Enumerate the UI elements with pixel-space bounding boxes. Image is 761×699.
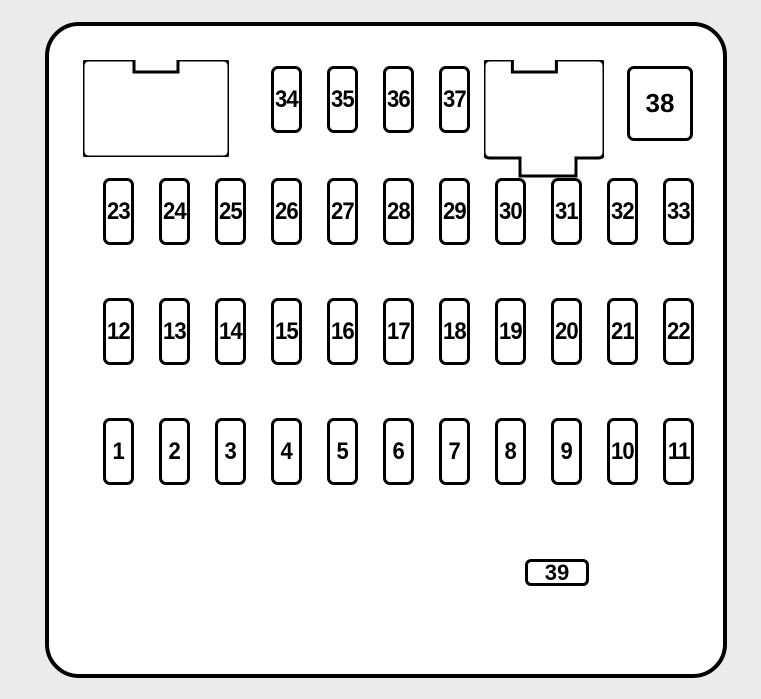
fuse-12: 12 bbox=[103, 298, 134, 365]
fuse-5: 5 bbox=[327, 418, 358, 485]
fuse-3: 3 bbox=[215, 418, 246, 485]
fuse-11: 11 bbox=[663, 418, 694, 485]
fuse-17: 17 bbox=[383, 298, 414, 365]
fuse-label: 24 bbox=[163, 198, 186, 226]
fuse-label: 14 bbox=[219, 318, 242, 346]
fuse-label: 31 bbox=[555, 198, 578, 226]
fuse-label: 32 bbox=[611, 198, 634, 226]
fuse-label: 36 bbox=[387, 86, 410, 114]
fuse-34: 34 bbox=[271, 66, 302, 133]
fuse-label: 4 bbox=[281, 438, 292, 466]
fuse-30: 30 bbox=[495, 178, 526, 245]
fuse-20: 20 bbox=[551, 298, 582, 365]
fuse-label: 6 bbox=[393, 438, 404, 466]
fuse-35: 35 bbox=[327, 66, 358, 133]
fuse-label: 37 bbox=[443, 86, 466, 114]
fuse-39: 39 bbox=[525, 559, 589, 586]
fuse-label: 22 bbox=[667, 318, 690, 346]
fuse-32: 32 bbox=[607, 178, 638, 245]
fuse-10: 10 bbox=[607, 418, 638, 485]
fuse-label: 9 bbox=[561, 438, 572, 466]
fuse-7: 7 bbox=[439, 418, 470, 485]
fuse-27: 27 bbox=[327, 178, 358, 245]
fuse-22: 22 bbox=[663, 298, 694, 365]
fuse-label: 1 bbox=[113, 438, 124, 466]
fuse-label: 28 bbox=[387, 198, 410, 226]
fuse-31: 31 bbox=[551, 178, 582, 245]
fuse-25: 25 bbox=[215, 178, 246, 245]
fuse-9: 9 bbox=[551, 418, 582, 485]
fuse-label: 30 bbox=[499, 198, 522, 226]
fuse-label: 29 bbox=[443, 198, 466, 226]
fuse-36: 36 bbox=[383, 66, 414, 133]
fuse-23: 23 bbox=[103, 178, 134, 245]
fuse-label: 19 bbox=[499, 318, 522, 346]
fuse-label: 18 bbox=[443, 318, 466, 346]
fuse-label: 2 bbox=[169, 438, 180, 466]
fuse-24: 24 bbox=[159, 178, 190, 245]
fuse-label: 16 bbox=[331, 318, 354, 346]
fuse-13: 13 bbox=[159, 298, 190, 365]
fuse-label: 3 bbox=[225, 438, 236, 466]
fuse-33: 33 bbox=[663, 178, 694, 245]
fuse-label: 23 bbox=[107, 198, 130, 226]
fuse-14: 14 bbox=[215, 298, 246, 365]
fuse-label: 26 bbox=[275, 198, 298, 226]
fuse-38: 38 bbox=[627, 66, 693, 141]
fuse-29: 29 bbox=[439, 178, 470, 245]
fuse-label: 27 bbox=[331, 198, 354, 226]
fuse-label: 12 bbox=[107, 318, 130, 346]
module-right bbox=[484, 60, 604, 179]
fuse-label: 25 bbox=[219, 198, 242, 226]
fuse-16: 16 bbox=[327, 298, 358, 365]
fuse-label: 5 bbox=[337, 438, 348, 466]
fuse-label: 17 bbox=[387, 318, 410, 346]
fuse-label: 7 bbox=[449, 438, 460, 466]
fuse-label: 38 bbox=[646, 88, 675, 119]
fuse-label: 13 bbox=[163, 318, 186, 346]
fuse-label: 20 bbox=[555, 318, 578, 346]
fuse-label: 21 bbox=[611, 318, 634, 346]
fuse-26: 26 bbox=[271, 178, 302, 245]
fuse-4: 4 bbox=[271, 418, 302, 485]
fuse-box-diagram: 1234567891011121314151617181920212223242… bbox=[0, 0, 761, 699]
fuse-6: 6 bbox=[383, 418, 414, 485]
fuse-8: 8 bbox=[495, 418, 526, 485]
fuse-1: 1 bbox=[103, 418, 134, 485]
fuse-37: 37 bbox=[439, 66, 470, 133]
fuse-label: 8 bbox=[505, 438, 516, 466]
fuse-label: 15 bbox=[275, 318, 298, 346]
fuse-28: 28 bbox=[383, 178, 414, 245]
module-left bbox=[83, 60, 229, 157]
fuse-label: 35 bbox=[331, 86, 354, 114]
fuse-label: 34 bbox=[275, 86, 298, 114]
fuse-21: 21 bbox=[607, 298, 638, 365]
fuse-2: 2 bbox=[159, 418, 190, 485]
fuse-label: 11 bbox=[668, 438, 690, 466]
fuse-label: 33 bbox=[667, 198, 690, 226]
fuse-label: 10 bbox=[611, 438, 634, 466]
fuse-18: 18 bbox=[439, 298, 470, 365]
fuse-label: 39 bbox=[545, 560, 569, 586]
fuse-19: 19 bbox=[495, 298, 526, 365]
fuse-15: 15 bbox=[271, 298, 302, 365]
